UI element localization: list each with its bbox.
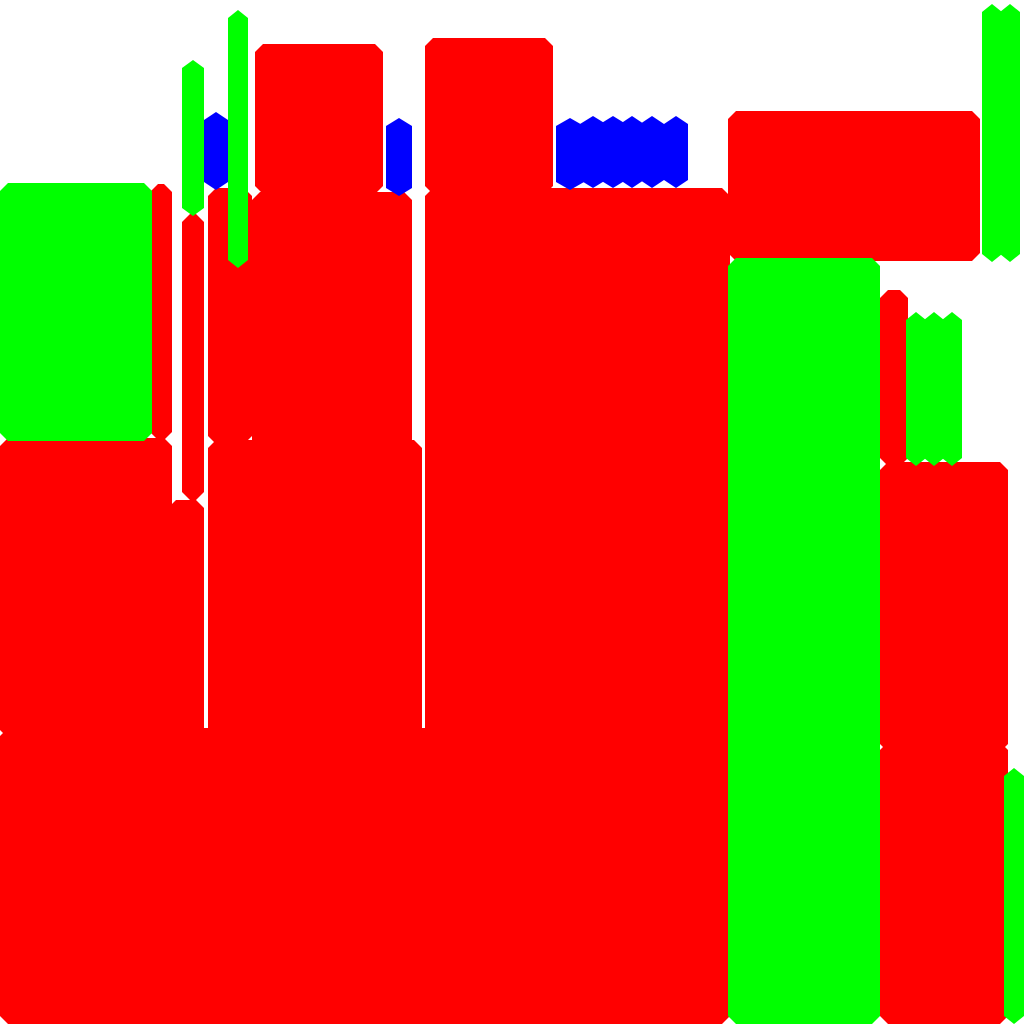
red-block <box>425 440 730 740</box>
blue-block <box>204 112 228 190</box>
green-strip <box>942 312 962 466</box>
green-strip <box>906 312 926 466</box>
green-block <box>728 258 880 1024</box>
red-block <box>0 728 730 1024</box>
red-block <box>728 111 980 261</box>
red-block <box>425 188 730 468</box>
green-block <box>0 183 152 441</box>
red-block <box>182 214 204 500</box>
blue-block <box>640 116 664 188</box>
red-block <box>150 184 172 440</box>
green-strip <box>182 60 204 216</box>
green-strip <box>982 4 1002 262</box>
red-block <box>0 438 172 738</box>
blue-block <box>386 118 412 196</box>
red-block <box>425 38 553 194</box>
red-block <box>252 192 412 454</box>
green-strip <box>1000 4 1020 262</box>
red-block <box>880 462 1008 752</box>
red-block <box>880 742 1008 1024</box>
blue-block <box>556 118 584 190</box>
green-strip <box>1004 768 1024 1024</box>
red-block <box>208 440 422 736</box>
red-block <box>255 44 383 194</box>
green-strip <box>924 312 944 466</box>
red-block <box>880 290 908 466</box>
green-strip <box>228 10 248 268</box>
blue-block <box>664 116 688 188</box>
red-block <box>168 500 204 738</box>
